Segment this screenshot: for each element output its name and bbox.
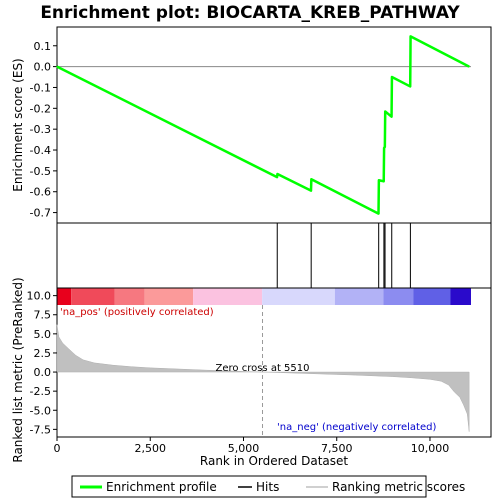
es-point [383, 180, 385, 182]
color-bar-segment [114, 288, 145, 305]
es-y-tick-label: -0.4 [30, 144, 51, 157]
color-bar-segment [450, 288, 471, 305]
legend-label: Enrichment profile [106, 480, 217, 494]
color-bar-segment [57, 288, 72, 305]
es-y-tick-label: -0.6 [30, 186, 51, 199]
es-y-axis: 0.1 0.0 -0.1 -0.2 -0.3 -0.4 -0.5 -0.6 -0.7 [30, 40, 57, 220]
metric-y-tick-label: 7.5 [34, 309, 52, 322]
hit-markers [276, 223, 411, 288]
es-points [56, 35, 470, 215]
x-tick-label: 7,500 [321, 442, 353, 455]
es-point [390, 116, 393, 118]
negative-correlation-label: 'na_neg' (negatively correlated) [277, 422, 436, 433]
color-bar-segment [144, 288, 194, 305]
metric-y-tick-label: 0.0 [34, 366, 52, 379]
es-point [377, 213, 380, 215]
hits-panel-frame [56, 222, 492, 289]
es-point [384, 110, 386, 113]
enrichment-profile-line [56, 35, 470, 215]
es-y-tick-label: 0.1 [34, 40, 52, 53]
es-panel-frame [56, 26, 492, 224]
es-point [56, 66, 58, 68]
es-point [383, 147, 385, 149]
es-point [310, 178, 312, 180]
color-bar-segment [71, 288, 115, 305]
metric-y-tick-label: -5.0 [30, 404, 51, 417]
chart-title: Enrichment plot: BIOCARTA_KREB_PATHWAY [40, 3, 460, 23]
es-point [391, 76, 393, 78]
x-axis: 0 2,500 5,000 7,500 10,000 [54, 437, 450, 455]
positive-correlation-label: 'na_pos' (positively correlated) [60, 307, 214, 318]
color-bar-segment [262, 288, 335, 305]
es-y-axis-label: Enrichment score (ES) [11, 58, 25, 191]
es-y-tick-label: 0.0 [34, 61, 52, 74]
es-y-tick-label: -0.7 [30, 207, 51, 220]
x-tick-label: 5,000 [228, 442, 260, 455]
metric-y-tick-label: 2.5 [34, 347, 52, 360]
legend-label: Ranking metric scores [332, 480, 465, 494]
x-tick-label: 10,000 [411, 442, 450, 455]
metric-y-tick-label: -2.5 [30, 385, 51, 398]
legend-label: Hits [256, 480, 279, 494]
zero-cross-label: Zero cross at 5510 [216, 363, 310, 374]
es-point [276, 173, 279, 175]
x-tick-label: 0 [54, 442, 61, 455]
x-axis-label: Rank in Ordered Dataset [200, 454, 348, 468]
es-point [310, 190, 312, 192]
metric-y-tick-label: 5.0 [34, 328, 52, 341]
metric-y-tick-label: -7.5 [30, 423, 51, 436]
es-y-tick-label: -0.3 [30, 123, 51, 136]
es-point [384, 146, 386, 148]
metric-y-tick-label: 10.0 [27, 290, 52, 303]
es-point [378, 179, 380, 181]
es-point [276, 176, 278, 178]
x-tick-label: 2,500 [134, 442, 166, 455]
es-y-tick-label: -0.5 [30, 165, 51, 178]
metric-y-axis: 10.0 7.5 5.0 2.5 0.0 -2.5 -5.0 -7.5 [27, 290, 57, 436]
color-bar-segment [383, 288, 414, 305]
color-bar-segment [334, 288, 384, 305]
es-point [468, 66, 470, 68]
es-point [409, 85, 411, 88]
es-point [409, 35, 412, 37]
es-y-tick-label: -0.2 [30, 102, 51, 115]
ranking-metric-area [56, 324, 470, 432]
es-y-tick-label: -0.1 [30, 81, 51, 94]
metric-y-axis-label: Ranked list metric (PreRanked) [11, 277, 25, 462]
legend: Enrichment profile Hits Ranking metric sco… [80, 480, 465, 494]
color-bar-segment [193, 288, 263, 305]
color-bar-segment [413, 288, 451, 305]
ranking-color-bar [57, 288, 471, 305]
